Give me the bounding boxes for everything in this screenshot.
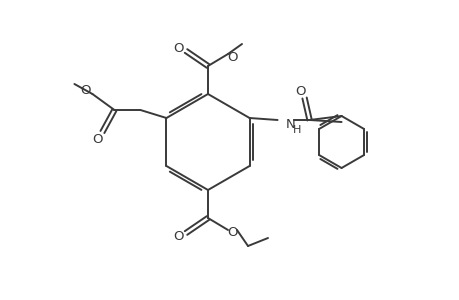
- Text: N: N: [285, 118, 295, 130]
- Text: O: O: [227, 50, 238, 64]
- Text: O: O: [92, 133, 102, 146]
- Text: H: H: [292, 125, 300, 135]
- Text: O: O: [174, 230, 184, 242]
- Text: O: O: [80, 83, 90, 97]
- Text: O: O: [295, 85, 305, 98]
- Text: O: O: [227, 226, 238, 238]
- Text: O: O: [174, 41, 184, 55]
